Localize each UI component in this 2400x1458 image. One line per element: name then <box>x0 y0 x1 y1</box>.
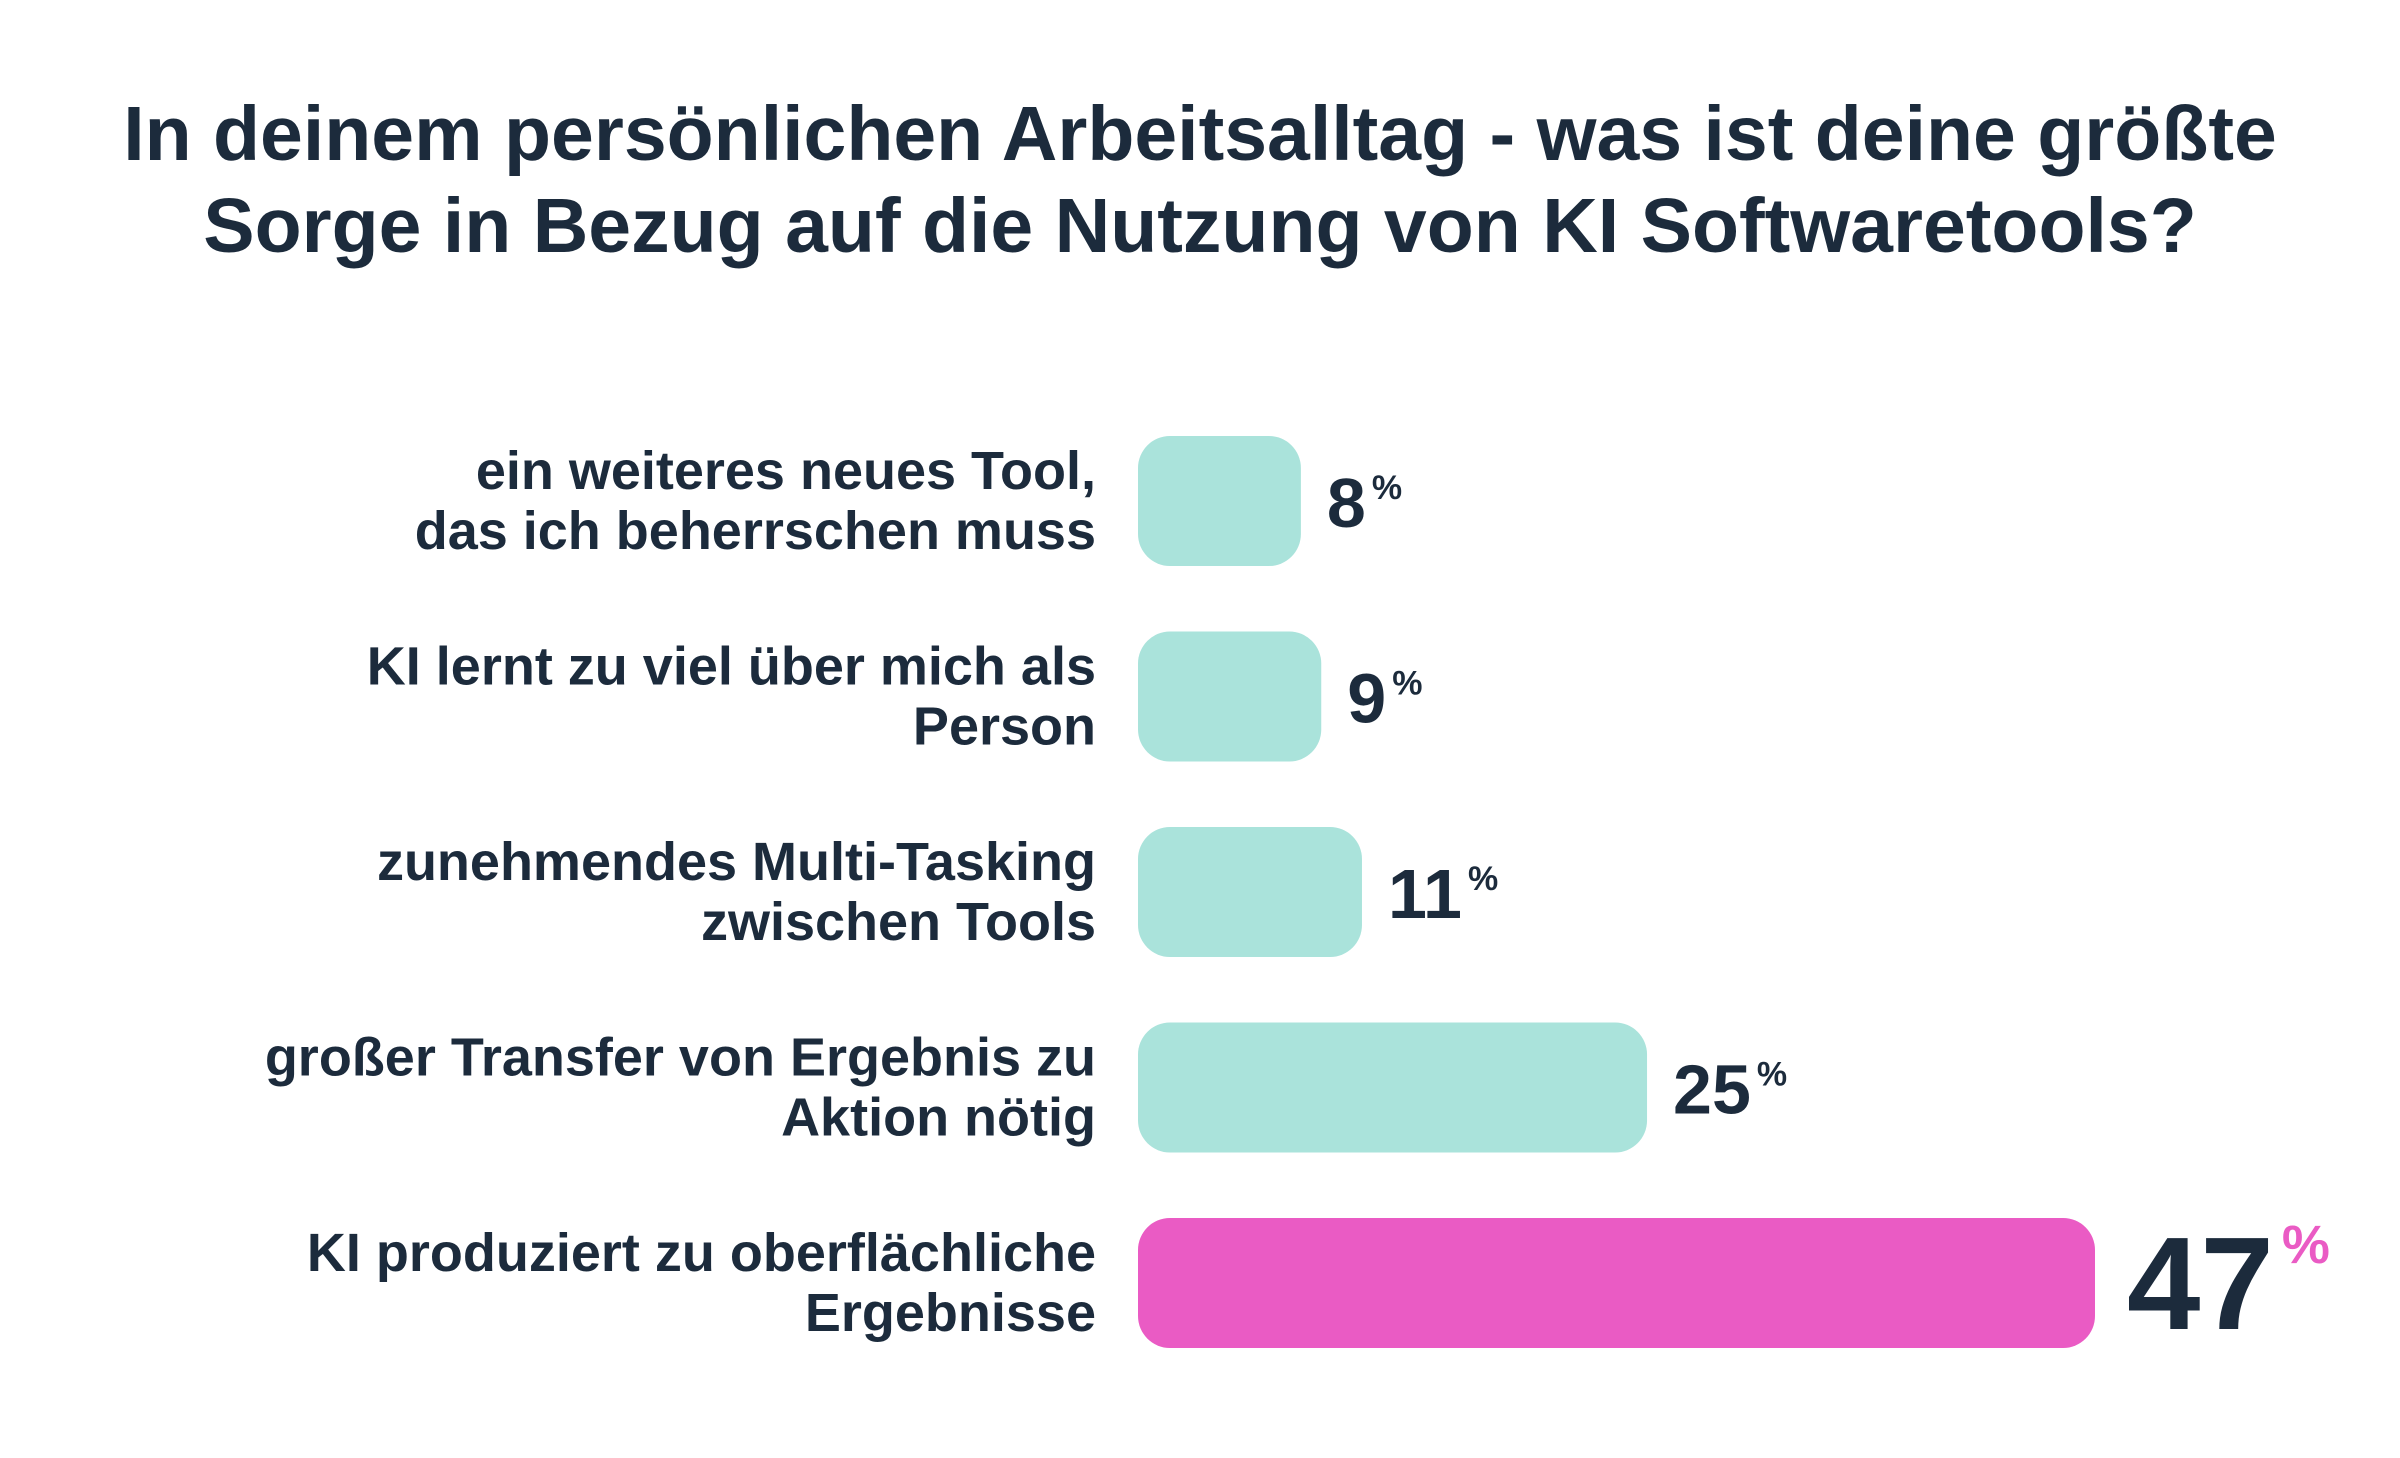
value-number: 11 <box>1388 855 1462 933</box>
value-label-5: 47% <box>2127 1210 2330 1357</box>
category-label-1: ein weiteres neues Tool, das ich beherrsc… <box>415 441 1096 561</box>
chart-title-line-1: In deinem persönlichen Arbeitsalltag - w… <box>123 91 2277 177</box>
category-label-line: Person <box>913 697 1096 757</box>
category-label-4: großer Transfer von Ergebnis zu Aktion nö… <box>265 1028 1096 1148</box>
category-label-line: Aktion nötig <box>781 1088 1096 1148</box>
value-label-3: 11% <box>1388 855 1498 933</box>
bar-2 <box>1138 631 1322 762</box>
value-unit: % <box>1757 1056 1787 1094</box>
value-unit: % <box>1392 665 1422 703</box>
category-label-3: zunehmendes Multi-Tasking zwischen Tools <box>377 832 1096 952</box>
chart-title-line-2: Sorge in Bezug auf die Nutzung von KI So… <box>203 183 2197 269</box>
category-label-line: das ich beherrschen muss <box>415 501 1096 561</box>
category-label-line: zunehmendes Multi-Tasking <box>377 832 1096 892</box>
bar-1 <box>1138 436 1301 566</box>
category-label-2: KI lernt zu viel über mich als Person <box>367 637 1096 757</box>
value-unit: % <box>2282 1215 2330 1275</box>
value-label-2: 9% <box>1347 660 1422 738</box>
value-number: 9 <box>1347 660 1386 738</box>
category-label-line: KI produziert zu oberflächliche <box>307 1223 1096 1283</box>
value-number: 47 <box>2127 1210 2274 1357</box>
value-number: 8 <box>1327 464 1366 542</box>
value-label-4: 25% <box>1673 1051 1787 1129</box>
category-label-5: KI produziert zu oberflächliche Ergebniss… <box>307 1223 1096 1343</box>
value-label-1: 8% <box>1327 464 1402 542</box>
value-unit: % <box>1372 469 1402 507</box>
chart-title: In deinem persönlichen Arbeitsalltag - w… <box>0 88 2400 272</box>
bar-5 <box>1138 1218 2095 1348</box>
value-number: 25 <box>1673 1051 1751 1129</box>
bar-3 <box>1138 827 1362 957</box>
category-label-line: Ergebnisse <box>805 1283 1096 1343</box>
category-label-line: großer Transfer von Ergebnis zu <box>265 1028 1096 1088</box>
bar-4 <box>1138 1022 1648 1153</box>
category-label-line: ein weiteres neues Tool, <box>476 441 1096 501</box>
value-unit: % <box>1468 860 1498 898</box>
category-label-line: zwischen Tools <box>701 892 1096 952</box>
category-label-line: KI lernt zu viel über mich als <box>367 637 1096 697</box>
